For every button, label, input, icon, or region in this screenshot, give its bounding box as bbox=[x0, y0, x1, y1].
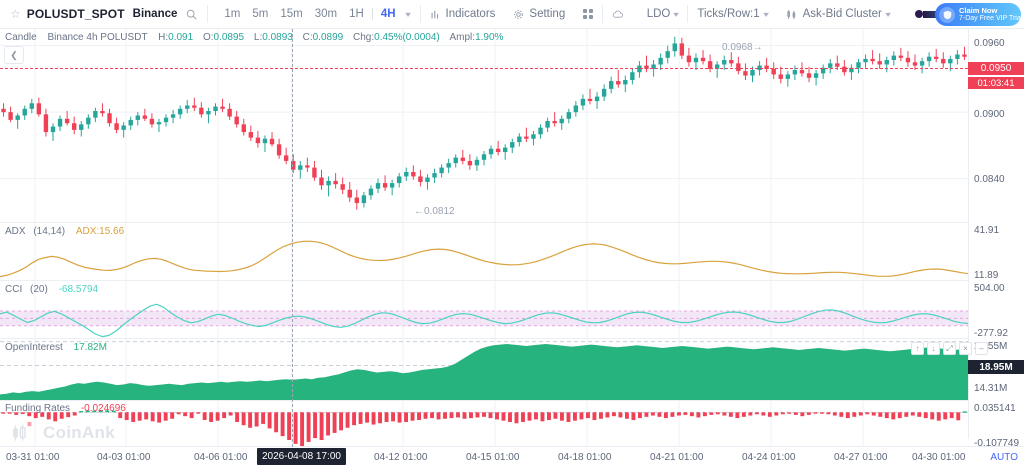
chevron-down-icon[interactable]: ▾ bbox=[404, 9, 411, 19]
time-tick-8: 04-27 01:00 bbox=[834, 452, 888, 463]
collapse-panel-button[interactable]: ❮ bbox=[4, 46, 24, 64]
funding-tick-top: 0.035141 bbox=[974, 403, 1016, 414]
search-icon[interactable] bbox=[186, 9, 197, 20]
adx-tick-bottom: 11.89 bbox=[974, 270, 999, 281]
minimize-panel-button[interactable]: – bbox=[975, 342, 988, 355]
price-tick-0: 0.0960 bbox=[974, 38, 1005, 49]
oi-value-badge: 18.95M bbox=[968, 360, 1024, 374]
time-tick-4: 04-15 01:00 bbox=[466, 452, 520, 463]
oi-tick-top: 22.55M bbox=[974, 341, 1008, 352]
time-tick-2: 04-06 01:00 bbox=[194, 452, 248, 463]
open-interest-plot bbox=[0, 339, 968, 400]
cci-tick-bottom: -277.92 bbox=[974, 328, 1008, 339]
cci-plot bbox=[0, 281, 968, 338]
crosshair-time-label: 2026-04-08 17:00 bbox=[257, 448, 346, 465]
adx-panel[interactable] bbox=[0, 223, 968, 281]
toolbar-divider-3 bbox=[601, 5, 603, 23]
move-down-button[interactable]: ↓ bbox=[927, 342, 940, 355]
shield-icon bbox=[939, 6, 955, 23]
setting-label: Setting bbox=[529, 8, 566, 20]
close-panel-button[interactable]: × bbox=[959, 342, 972, 355]
claim-vip-button[interactable]: Claim Now 7-Day Free VIP Trial bbox=[935, 3, 1022, 26]
time-tick-0: 03-31 01:00 bbox=[6, 452, 60, 463]
toolbar-divider-4 bbox=[687, 5, 689, 23]
price-tick-1: 0.0900 bbox=[974, 109, 1005, 120]
time-axis[interactable]: 03-31 01:00 04-03 01:00 04-06 01:00 2026… bbox=[0, 446, 1024, 468]
symbol-group: ☆ POLUSDT_SPOT Binance bbox=[0, 0, 207, 29]
chevron-down-icon-ldo: ▾ bbox=[673, 9, 680, 19]
time-tick-6: 04-21 01:00 bbox=[650, 452, 704, 463]
time-tick-3: 04-12 01:00 bbox=[374, 452, 428, 463]
oi-tick-bottom: 14.31M bbox=[974, 383, 1008, 394]
adx-plot bbox=[0, 223, 968, 280]
expand-button[interactable]: ⤢ bbox=[943, 342, 956, 355]
vip-title: Claim Now bbox=[959, 5, 998, 15]
cloud-icon bbox=[612, 9, 624, 20]
exchange-label[interactable]: Binance bbox=[132, 8, 178, 20]
ldo-label: LDO bbox=[646, 8, 671, 20]
timeframe-group: 1m 5m 15m 30m 1H | 4H ▾ bbox=[208, 0, 419, 29]
vip-text: Claim Now 7-Day Free VIP Trial bbox=[959, 7, 1022, 22]
funding-rates-panel[interactable] bbox=[0, 401, 968, 447]
low-annotation: ←0.0812 bbox=[414, 206, 455, 217]
top-toolbar: ☆ POLUSDT_SPOT Binance 1m 5m 15m 30m 1H … bbox=[0, 0, 1024, 29]
candlestick-plot bbox=[0, 29, 968, 222]
setting-button[interactable]: Setting bbox=[504, 8, 574, 20]
ticks-per-row-selector[interactable]: Ticks/Row:1 ▾ bbox=[688, 8, 776, 20]
indicators-button[interactable]: Indicators bbox=[421, 8, 505, 20]
grid-layout-icon bbox=[583, 9, 593, 19]
tf-divider: | bbox=[370, 8, 374, 20]
price-axis[interactable]: 0.0960 0.0900 0.0840 0.0950 01:03:41 41.… bbox=[968, 29, 1024, 449]
panel-controls: ↑ ↓ ⤢ × – bbox=[911, 342, 988, 355]
high-annotation: 0.0968→ bbox=[722, 42, 763, 53]
timeframe-15m[interactable]: 15m bbox=[280, 8, 303, 20]
cci-panel[interactable] bbox=[0, 281, 968, 339]
auto-scale-button[interactable]: AUTO bbox=[990, 452, 1018, 463]
chart-container[interactable]: Candle Binance 4h POLUSDT H:0.091 O:0.08… bbox=[0, 29, 1024, 468]
indicators-icon bbox=[430, 9, 441, 20]
toolbar-divider-2 bbox=[419, 5, 421, 23]
gear-icon bbox=[513, 9, 524, 20]
candlestick-panel[interactable] bbox=[0, 29, 968, 223]
crosshair-vertical bbox=[292, 29, 293, 447]
layout-button[interactable] bbox=[574, 9, 602, 19]
current-price-line bbox=[0, 68, 968, 69]
adx-tick-top: 41.91 bbox=[974, 225, 1000, 236]
cci-tick-top: 504.00 bbox=[974, 283, 1005, 294]
timeframe-1m[interactable]: 1m bbox=[224, 8, 241, 20]
ticks-label: Ticks/Row:1 bbox=[697, 8, 760, 20]
ask-bid-icon bbox=[786, 9, 798, 20]
vip-sub: 7-Day Free VIP Trial bbox=[959, 14, 1023, 22]
timeframe-30m[interactable]: 30m bbox=[314, 8, 338, 20]
ask-bid-label: Ask-Bid Cluster bbox=[802, 8, 882, 20]
gradient-handle-left[interactable] bbox=[914, 10, 923, 18]
countdown-badge: 01:03:41 bbox=[968, 76, 1024, 89]
funding-rates-plot bbox=[0, 401, 968, 447]
timeframe-5m[interactable]: 5m bbox=[252, 8, 269, 20]
favorite-star-icon[interactable]: ☆ bbox=[10, 7, 21, 21]
current-price-badge: 0.0950 bbox=[968, 62, 1024, 75]
toolbar-divider bbox=[207, 5, 209, 23]
time-tick-9: 04-30 01:00 bbox=[912, 452, 966, 463]
chevron-down-icon-ticks: ▾ bbox=[762, 9, 769, 19]
timeframe-4h[interactable]: 4H bbox=[380, 8, 396, 20]
timeframe-1h[interactable]: 1H bbox=[349, 8, 364, 20]
indicators-label: Indicators bbox=[445, 8, 496, 20]
chevron-down-icon-askbid: ▾ bbox=[885, 9, 891, 19]
ask-bid-cluster-selector[interactable]: Ask-Bid Cluster ▾ bbox=[777, 8, 899, 20]
move-up-button[interactable]: ↑ bbox=[911, 342, 924, 355]
time-tick-5: 04-18 01:00 bbox=[558, 452, 612, 463]
funding-tick-bottom: -0.107749 bbox=[974, 438, 1020, 449]
time-tick-1: 04-03 01:00 bbox=[97, 452, 151, 463]
symbol-label[interactable]: POLUSDT_SPOT bbox=[26, 7, 125, 21]
cloud-button[interactable] bbox=[603, 9, 638, 20]
time-tick-7: 04-24 01:00 bbox=[742, 452, 796, 463]
ldo-selector[interactable]: LDO ▾ bbox=[638, 8, 688, 20]
open-interest-panel[interactable] bbox=[0, 339, 968, 401]
price-tick-2: 0.0840 bbox=[974, 174, 1005, 185]
